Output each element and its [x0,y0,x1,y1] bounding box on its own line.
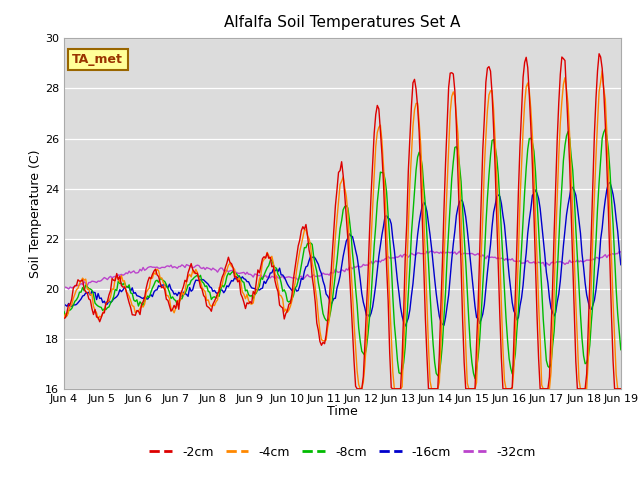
Y-axis label: Soil Temperature (C): Soil Temperature (C) [29,149,42,278]
X-axis label: Time: Time [327,405,358,418]
Text: TA_met: TA_met [72,53,124,66]
Title: Alfalfa Soil Temperatures Set A: Alfalfa Soil Temperatures Set A [224,15,461,30]
Legend: -2cm, -4cm, -8cm, -16cm, -32cm: -2cm, -4cm, -8cm, -16cm, -32cm [145,441,540,464]
